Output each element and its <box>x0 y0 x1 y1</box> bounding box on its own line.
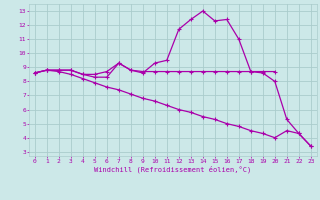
X-axis label: Windchill (Refroidissement éolien,°C): Windchill (Refroidissement éolien,°C) <box>94 165 252 173</box>
